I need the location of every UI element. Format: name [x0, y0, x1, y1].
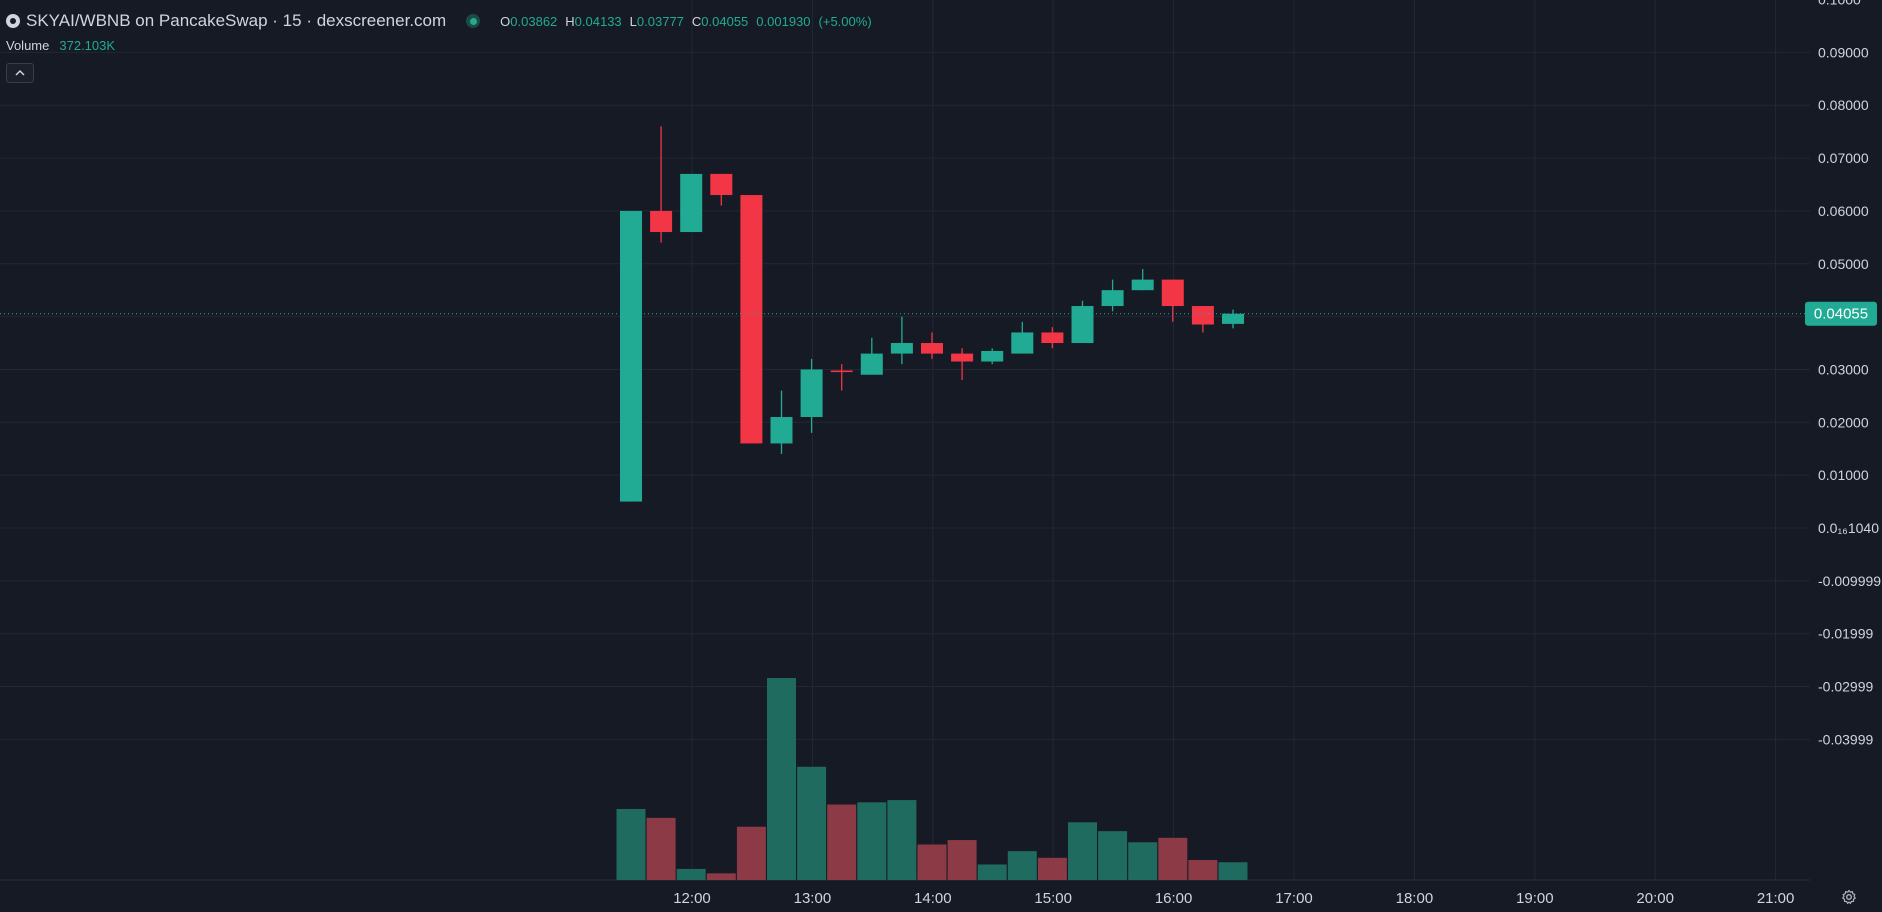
y-tick-label: -0.01999: [1818, 626, 1873, 642]
open-value: 0.03862: [510, 13, 558, 29]
y-tick-label: 0.07000: [1818, 150, 1869, 166]
volume-bar: [1188, 860, 1218, 880]
high-label: H: [565, 13, 575, 29]
y-tick-label: 0.09000: [1818, 44, 1869, 60]
pair-title: SKYAI/WBNB on PancakeSwap · 15 · dexscre…: [26, 11, 447, 30]
x-tick-label: 16:00: [1155, 890, 1193, 907]
last-price-label: 0.04055: [1814, 306, 1868, 323]
y-tick-label: 0.0₁₆1040: [1818, 520, 1879, 536]
x-tick-label: 14:00: [914, 890, 952, 907]
low-value: 0.03777: [636, 13, 684, 29]
y-tick-label: -0.02999: [1818, 679, 1873, 695]
volume-bar: [1218, 862, 1248, 880]
volume-bar: [917, 844, 947, 880]
candle-body: [1222, 313, 1244, 324]
volume-bar: [1037, 857, 1067, 880]
candle-body: [1041, 332, 1064, 344]
y-tick-label: 0.01000: [1818, 467, 1869, 483]
close-value: 0.04055: [701, 13, 749, 29]
last-price-tag: [1805, 301, 1877, 326]
volume-bar: [706, 873, 736, 880]
candle-body: [921, 343, 943, 354]
candle-body: [1011, 332, 1034, 354]
candle-body: [1071, 306, 1094, 344]
y-tick-label: 0.06000: [1818, 203, 1869, 219]
candle-body: [770, 417, 793, 444]
volume-bar: [977, 864, 1007, 880]
candle-body: [800, 369, 823, 418]
volume-bar: [1098, 831, 1128, 880]
candle-body: [620, 210, 642, 502]
x-tick-label: 15:00: [1034, 890, 1072, 907]
volume-bar: [797, 766, 827, 880]
dexscreener-logo-icon: [6, 14, 20, 28]
change-percent: (+5.00%): [818, 13, 872, 29]
volume-legend: Volume 372.103K: [6, 38, 115, 53]
candle-body: [951, 353, 974, 362]
gear-icon: [1842, 889, 1856, 904]
low-label: L: [629, 13, 637, 29]
volume-bar: [736, 826, 766, 880]
x-tick-label: 17:00: [1275, 890, 1313, 907]
candle-body: [680, 173, 703, 233]
volume-bar: [676, 868, 706, 880]
candle-body: [1161, 279, 1184, 307]
y-tick-label: 0.1000: [1818, 0, 1861, 8]
candle-body: [830, 370, 853, 373]
y-tick-label: 0.08000: [1818, 97, 1869, 113]
volume-label: Volume: [6, 38, 50, 53]
settings-button[interactable]: [1838, 886, 1860, 908]
y-tick-label: 0.05000: [1818, 256, 1869, 272]
volume-bar: [857, 802, 887, 880]
change-value: 0.001930: [756, 13, 811, 29]
volume-value: 372.103K: [59, 38, 116, 53]
volume-bar: [947, 840, 977, 880]
candle-body: [650, 210, 673, 233]
candle-body: [1131, 279, 1154, 291]
close-label: C: [691, 13, 702, 29]
high-value: 0.04133: [574, 13, 622, 29]
candle-body: [890, 343, 913, 354]
volume-bar: [1128, 842, 1158, 880]
x-tick-label: 20:00: [1636, 890, 1674, 907]
volume-bar: [767, 677, 796, 880]
volume-bar: [616, 808, 646, 880]
x-tick-label: 19:00: [1516, 890, 1554, 907]
volume-bar: [1068, 822, 1097, 880]
y-tick-label: 0.02000: [1818, 414, 1869, 430]
candle-body: [740, 195, 763, 444]
y-tick-label: 0.03000: [1818, 361, 1869, 377]
x-tick-label: 13:00: [794, 890, 832, 907]
x-tick-label: 18:00: [1396, 890, 1434, 907]
candle-body: [981, 350, 1004, 362]
ohlc-readout: O0.03862 H0.04133 L0.03777 C0.04055 0.00…: [500, 14, 872, 29]
volume-bar: [1158, 837, 1188, 880]
y-tick-label: -0.03999: [1818, 731, 1873, 747]
chart-header: SKYAI/WBNB on PancakeSwap · 15 · dexscre…: [6, 10, 872, 32]
candle-body: [860, 353, 883, 375]
candle-body: [1191, 306, 1214, 325]
candle-body: [710, 173, 733, 196]
y-tick-label: -0.009999: [1818, 573, 1881, 589]
x-tick-label: 21:00: [1757, 890, 1795, 907]
status-dot-icon: [466, 14, 481, 28]
open-label: O: [500, 13, 511, 29]
candle-body: [1101, 290, 1124, 307]
volume-bar: [1007, 851, 1037, 880]
volume-bar: [646, 817, 676, 880]
volume-bar: [827, 804, 857, 880]
collapse-legend-button[interactable]: [6, 63, 34, 83]
chevron-up-icon: [15, 69, 25, 76]
volume-bar: [887, 800, 917, 880]
x-tick-label: 12:00: [673, 890, 711, 907]
